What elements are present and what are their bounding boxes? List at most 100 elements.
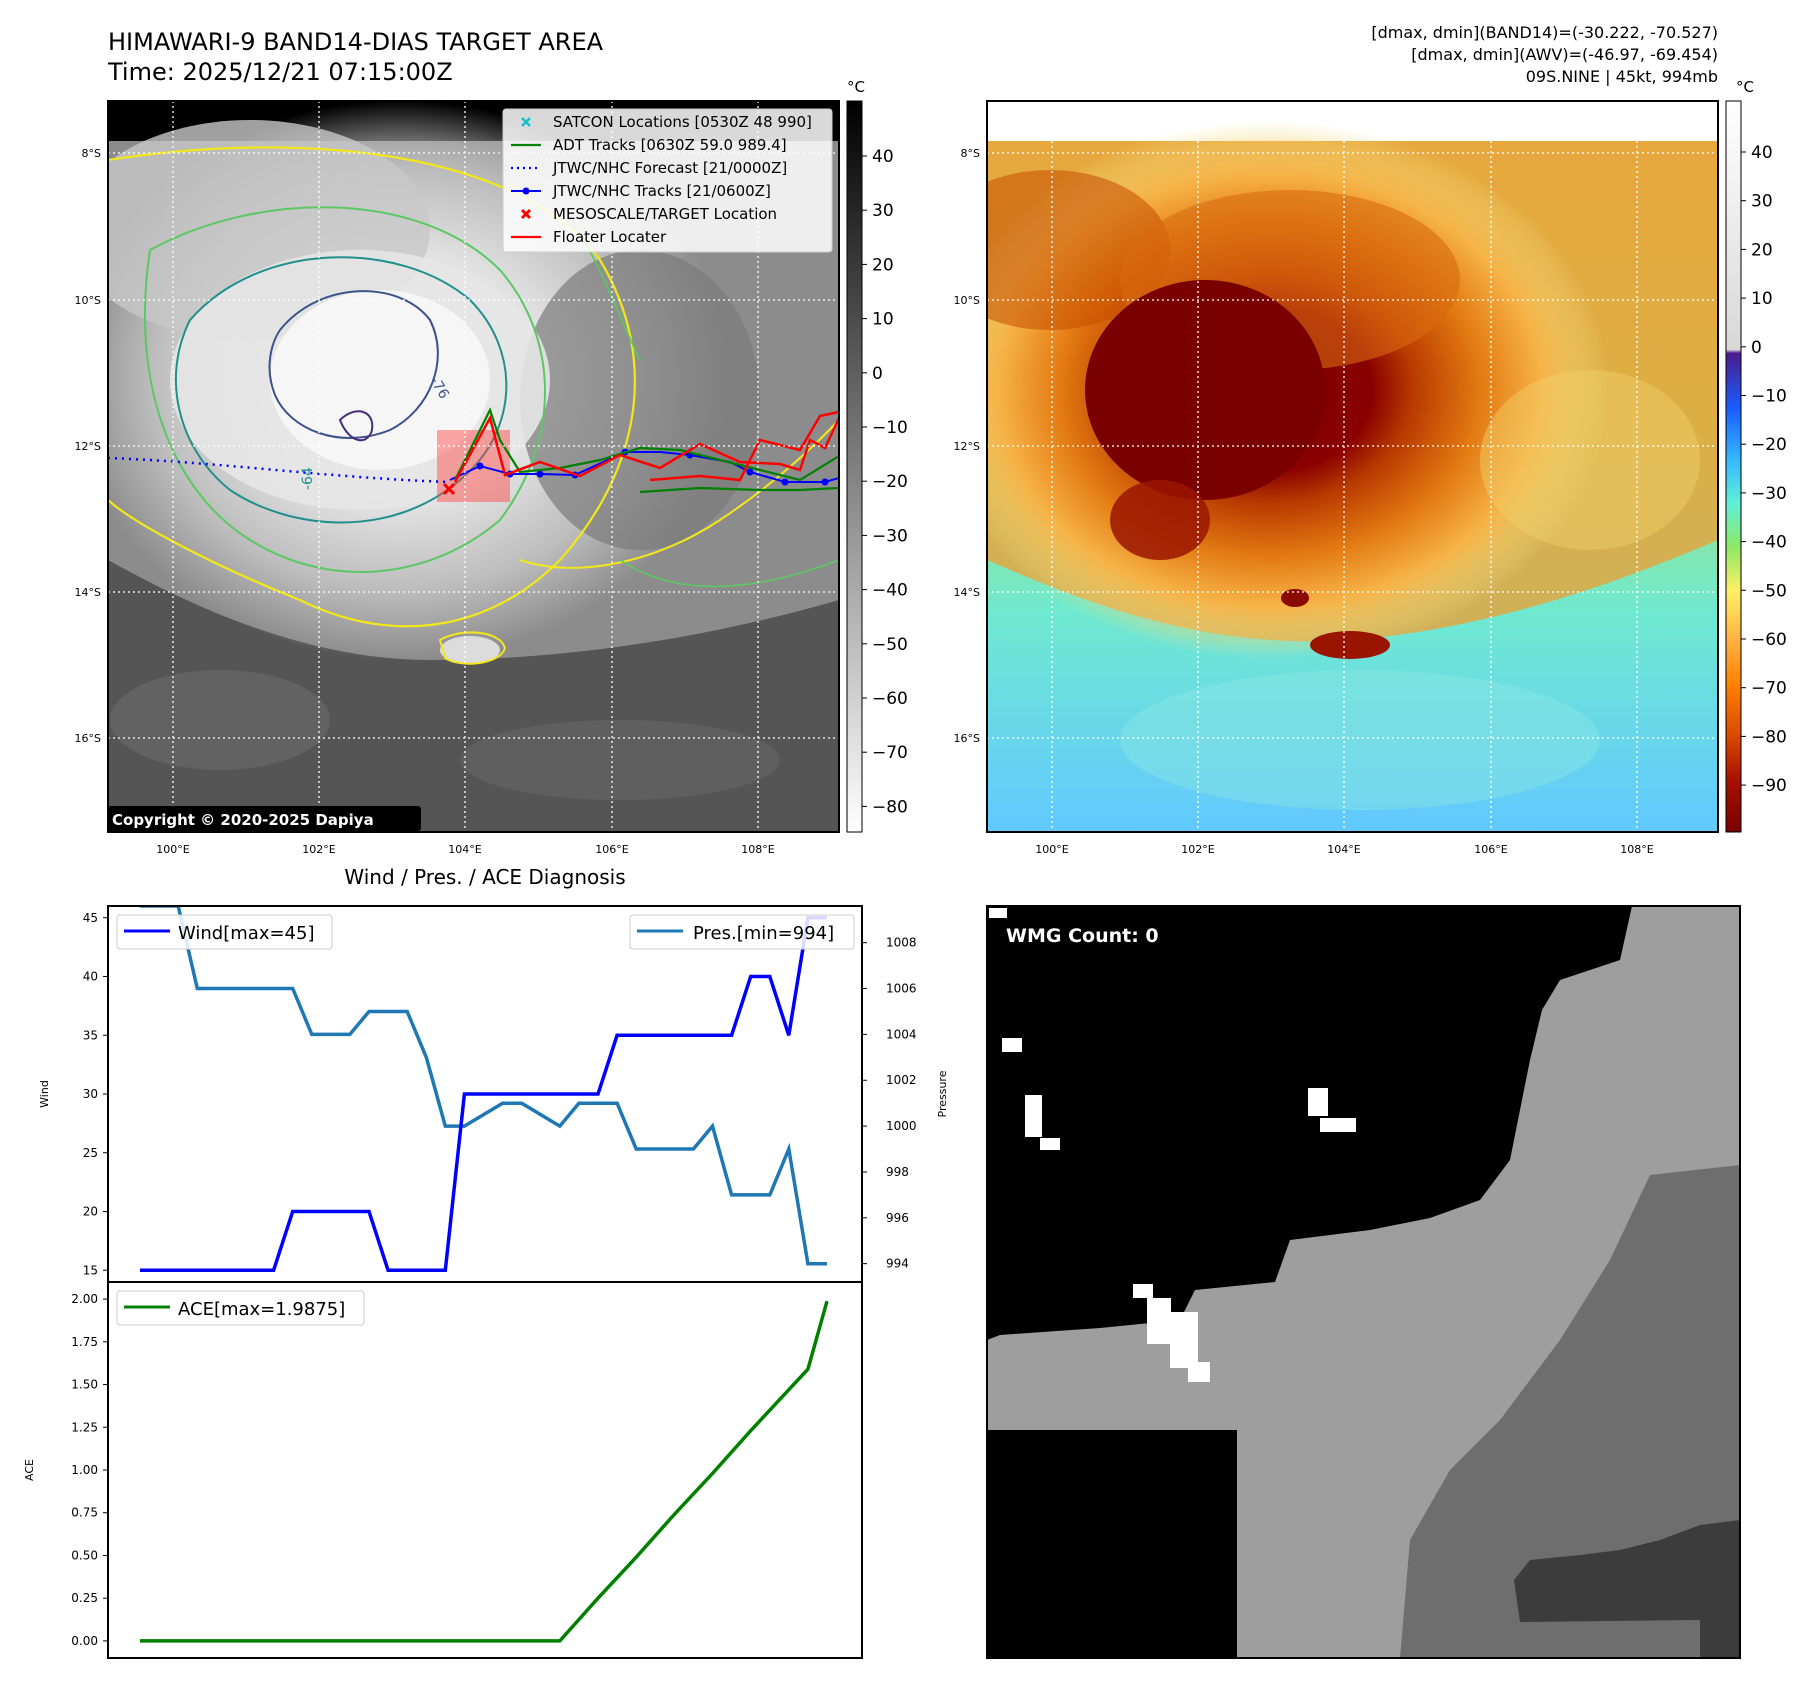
awv-lon-label-100e: 100°E — [1035, 843, 1068, 856]
awv-colorbar-tick-label: −50 — [1751, 581, 1787, 601]
awv-lat-label-12s: 12°S — [954, 440, 980, 453]
lon-label-104e: 104°E — [448, 843, 481, 856]
wind-axis-tick-label: 40 — [83, 970, 98, 984]
lon-label-106e: 106°E — [595, 843, 628, 856]
legend-label-adt: ADT Tracks [0630Z 59.0 989.4] — [553, 136, 787, 154]
awv-colorbar-tick-label: −40 — [1751, 533, 1787, 553]
ace-axis-tick-label: 1.00 — [71, 1463, 98, 1477]
ir-colorbar-ticks: 40 30 20 10 0 −10 −20 −30 −40 −50 −60 −70 −80 — [862, 147, 908, 817]
ir-colorbar-tick-label: 0 — [872, 364, 883, 384]
awv-colorbar: °C 40 30 20 10 0 −10 −20 −30 −40 −50 −60 −70 −80 −90 — [1725, 78, 1787, 833]
copyright-badge — [108, 806, 421, 831]
jtwc-forecast-line — [108, 456, 451, 484]
wind-pressure-panel: 15 20 25 30 35 40 45 994 996 998 1000 1002 1004 1006… — [38, 905, 949, 1283]
awv-colorbar-tick-label: −20 — [1751, 435, 1787, 455]
awv-lat-label-16s: 16°S — [954, 732, 980, 745]
pressure-axis-tick-label: 994 — [886, 1257, 909, 1271]
wind-axis-label: Wind — [38, 1080, 51, 1108]
wind-series-line — [140, 916, 827, 1273]
awv-colorbar-tick-label: 40 — [1751, 143, 1773, 163]
awv-colorbar-tick-label: −30 — [1751, 484, 1787, 504]
mesoscale-x-icon — [520, 208, 532, 220]
awv-colorbar-tick-label: 10 — [1751, 289, 1773, 309]
wind-axis-tick-label: 15 — [83, 1263, 98, 1277]
ir-colorbar-tick-label: 30 — [872, 201, 894, 221]
wind-axis-tick-label: 20 — [83, 1205, 98, 1219]
pressure-legend-label: Pres.[min=994] — [693, 923, 834, 944]
pressure-axis-tick-label: 1002 — [886, 1073, 917, 1087]
lat-label-12s: 12°S — [75, 440, 101, 453]
ace-legend-label: ACE[max=1.9875] — [178, 1299, 345, 1320]
stat-awv: [dmax, dmin](AWV)=(-46.97, -69.454) — [1411, 45, 1718, 64]
wind-legend-label: Wind[max=45] — [178, 923, 315, 944]
ir-colorbar-unit: °C — [847, 78, 865, 96]
awv-colorbar-tick-label: −70 — [1751, 679, 1787, 699]
jtwc-dot-icon — [522, 187, 530, 195]
awv-lon-label-106e: 106°E — [1474, 843, 1507, 856]
pressure-legend: Pres.[min=994] — [629, 914, 855, 950]
wmg-count-label: WMG Count: 0 — [1006, 925, 1159, 947]
awv-lat-labels: 8°S 10°S 12°S 14°S 16°S — [954, 147, 980, 745]
awv-colorbar-unit: °C — [1736, 78, 1754, 96]
wind-axis-tick-label: 45 — [83, 911, 98, 925]
ir-map-panel: -76 -64 — [75, 100, 840, 856]
lon-label-102e: 102°E — [302, 843, 335, 856]
ace-axis-tick-label: 0.25 — [71, 1591, 98, 1605]
awv-colorbar-tick-label: −10 — [1751, 387, 1787, 407]
ace-panel: 0.00 0.25 0.50 0.75 1.00 1.25 1.50 1.75 2.00 ACE… — [23, 1281, 863, 1659]
ir-colorbar-tick-label: −20 — [872, 472, 908, 492]
lon-label-100e: 100°E — [156, 843, 189, 856]
ir-colorbar-ramp — [846, 100, 863, 833]
legend-item-forecast: JTWC/NHC Forecast [21/0000Z] — [511, 159, 787, 177]
ace-legend: ACE[max=1.9875] — [116, 1290, 365, 1326]
floater-track-line — [453, 410, 839, 483]
contour-label-64: -64 — [300, 467, 316, 490]
wind-axis-tick-label: 25 — [83, 1146, 98, 1160]
legend-item-satcon: SATCON Locations [0530Z 48 990] — [521, 113, 812, 131]
ir-colorbar-tick-label: −80 — [872, 797, 908, 817]
pressure-axis-tick-label: 996 — [886, 1211, 909, 1225]
pressure-axis-tick-label: 1004 — [886, 1027, 917, 1041]
awv-lat-label-8s: 8°S — [961, 147, 980, 160]
lat-label-14s: 14°S — [75, 586, 101, 599]
awv-lon-label-104e: 104°E — [1327, 843, 1360, 856]
wmg-panel: WMG Count: 0 — [986, 905, 1741, 1659]
ir-colorbar-tick-label: −70 — [872, 743, 908, 763]
stat-band14: [dmax, dmin](BAND14)=(-30.222, -70.527) — [1371, 23, 1718, 42]
wind-axis-tick-label: 35 — [83, 1028, 98, 1042]
ace-axis-tick-label: 1.75 — [71, 1335, 98, 1349]
satcon-x-icon — [521, 117, 531, 127]
ir-colorbar-tick-label: −10 — [872, 418, 908, 438]
legend-item-mesoscale: MESOSCALE/TARGET Location — [520, 205, 777, 223]
ace-axis-tick-label: 0.00 — [71, 1634, 98, 1648]
ir-colorbar-tick-label: −50 — [872, 635, 908, 655]
ir-colorbar-tick-label: 20 — [872, 255, 894, 275]
lat-label-10s: 10°S — [75, 294, 101, 307]
mesoscale-target-marker — [442, 482, 456, 496]
wmg-white-cells — [989, 908, 1356, 1382]
ir-colorbar-tick-label: 10 — [872, 310, 894, 330]
awv-colorbar-tick-label: −90 — [1751, 776, 1787, 796]
awv-colorbar-ticks: 40 30 20 10 0 −10 −20 −30 −40 −50 −60 −70 −80 −90 — [1741, 143, 1787, 796]
awv-lat-label-10s: 10°S — [954, 294, 980, 307]
legend-label-mesoscale: MESOSCALE/TARGET Location — [553, 205, 777, 223]
awv-map-frame — [986, 100, 1719, 833]
legend-item-jtwc-tracks: JTWC/NHC Tracks [21/0600Z] — [511, 182, 771, 200]
awv-colorbar-ramp — [1725, 100, 1742, 833]
pressure-axis-label: Pressure — [936, 1070, 949, 1117]
awv-colorbar-tick-label: 30 — [1751, 192, 1773, 212]
awv-colorbar-tick-label: 0 — [1751, 338, 1762, 358]
figure-time: Time: 2025/12/21 07:15:00Z — [107, 58, 453, 86]
ir-colorbar-tick-label: −30 — [872, 526, 908, 546]
ir-lat-labels: 8°S 10°S 12°S 14°S 16°S — [75, 147, 101, 745]
wmg-dark-region — [1514, 1520, 1740, 1658]
awv-lat-label-14s: 14°S — [954, 586, 980, 599]
ace-series-line — [140, 1300, 829, 1643]
awv-colorbar-tick-label: −60 — [1751, 630, 1787, 650]
ace-panel-frame — [107, 1281, 863, 1659]
pressure-axis-tick-label: 1008 — [886, 936, 917, 950]
awv-colorbar-tick-label: 20 — [1751, 240, 1773, 260]
wind-axis-tick-label: 30 — [83, 1087, 98, 1101]
lat-label-16s: 16°S — [75, 732, 101, 745]
